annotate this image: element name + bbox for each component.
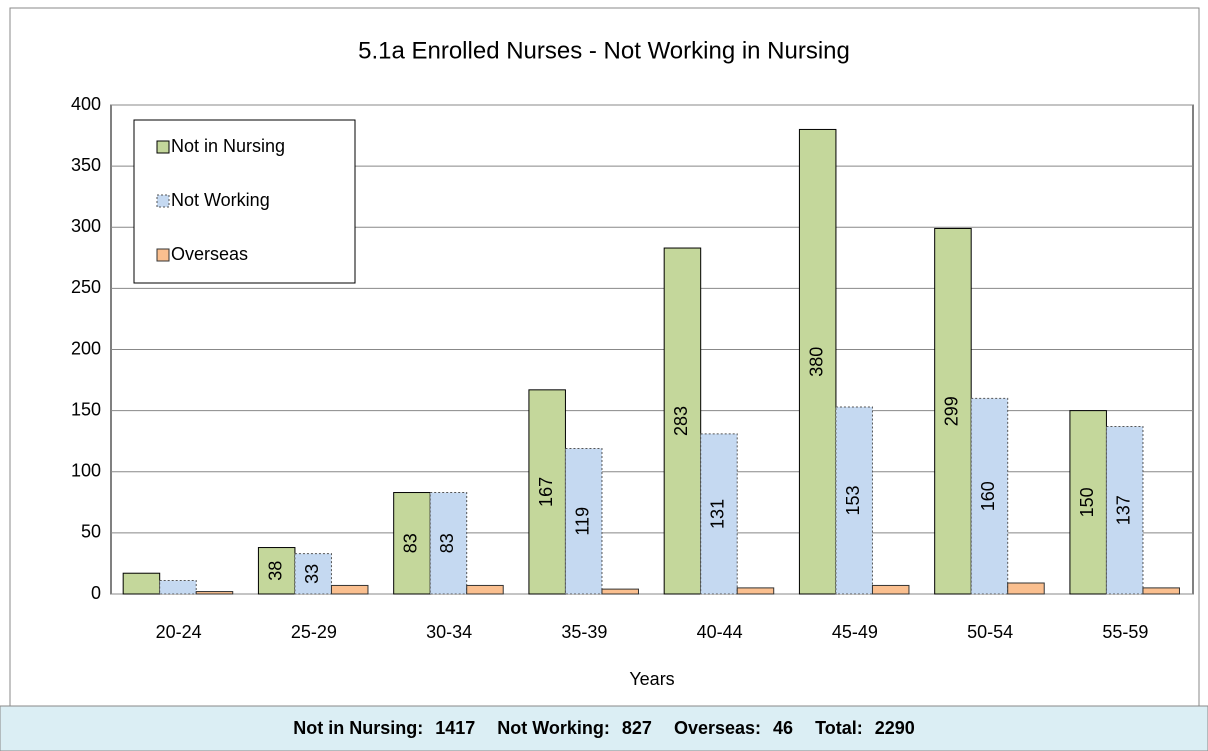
summary-label: Not Working:: [497, 718, 610, 738]
y-tick-label: 300: [71, 216, 101, 236]
x-tick-label: 25-29: [291, 622, 337, 642]
summary-label: Not in Nursing:: [293, 718, 423, 738]
data-label: 160: [978, 481, 998, 511]
bar: [195, 591, 234, 595]
y-tick-label: 250: [71, 277, 101, 297]
bar: [564, 448, 603, 595]
data-label: 150: [1077, 487, 1097, 517]
legend-swatch: [156, 194, 170, 208]
y-tick-label: 50: [81, 522, 101, 542]
data-label: 38: [265, 561, 285, 581]
bar: [429, 492, 468, 595]
bar: [122, 572, 161, 595]
bar: [934, 227, 972, 595]
summary-value: 1417: [435, 718, 475, 738]
legend-label: Overseas: [171, 244, 248, 264]
data-label: 167: [536, 477, 556, 507]
bar: [294, 553, 332, 595]
y-tick-label: 350: [71, 155, 101, 175]
y-tick-label: 200: [71, 338, 101, 358]
data-label: 380: [806, 347, 826, 377]
x-tick-label: 30-34: [426, 622, 472, 642]
bar: [393, 492, 431, 595]
legend-box: [133, 119, 356, 284]
bar: [1105, 426, 1144, 595]
data-label: 33: [302, 564, 322, 584]
bar: [159, 580, 197, 595]
bar: [871, 584, 910, 595]
summary-text: Not in Nursing: 1417 Not Working: 827 Overse…: [293, 718, 915, 738]
data-label: 299: [942, 396, 962, 426]
x-tick-label: 35-39: [561, 622, 607, 642]
x-axis-title: Years: [629, 669, 674, 689]
bar: [1007, 582, 1045, 595]
data-label: 131: [708, 499, 728, 529]
summary-value: 827: [622, 718, 652, 738]
summary-label: Overseas:: [674, 718, 761, 738]
data-label: 137: [1113, 495, 1133, 525]
bar: [1069, 410, 1107, 595]
x-tick-label: 45-49: [832, 622, 878, 642]
y-tick-label: 150: [71, 399, 101, 419]
legend-swatch: [156, 248, 170, 262]
bar: [1142, 587, 1180, 595]
y-tick-label: 400: [71, 94, 101, 114]
summary-value: 46: [773, 718, 793, 738]
bar: [528, 389, 566, 595]
x-tick-label: 20-24: [156, 622, 202, 642]
data-label: 283: [671, 406, 691, 436]
legend-swatch: [156, 140, 170, 154]
y-tick-label: 0: [91, 583, 101, 603]
bar: [257, 547, 296, 595]
data-label: 83: [437, 533, 457, 553]
summary-panel: [0, 705, 1208, 751]
bar: [466, 584, 504, 595]
legend-label: Not Working: [171, 190, 270, 210]
bar: [601, 588, 639, 595]
bar: [330, 584, 369, 595]
bar: [970, 397, 1009, 595]
summary-value: 2290: [875, 718, 915, 738]
bar: [700, 433, 738, 595]
bar: [798, 128, 837, 595]
x-tick-label: 40-44: [697, 622, 743, 642]
legend-label: Not in Nursing: [171, 136, 285, 156]
data-label: 153: [843, 485, 863, 515]
bar: [736, 587, 775, 595]
summary-label: Total:: [815, 718, 863, 738]
y-tick-label: 100: [71, 461, 101, 481]
data-label: 119: [572, 507, 592, 536]
bar: [663, 247, 702, 595]
chart-border: [9, 7, 1200, 707]
data-label: 83: [401, 533, 421, 553]
x-tick-label: 50-54: [967, 622, 1013, 642]
x-tick-label: 55-59: [1102, 622, 1148, 642]
chart-title: 5.1a Enrolled Nurses - Not Working in Nu…: [358, 37, 850, 64]
bar: [835, 406, 873, 595]
